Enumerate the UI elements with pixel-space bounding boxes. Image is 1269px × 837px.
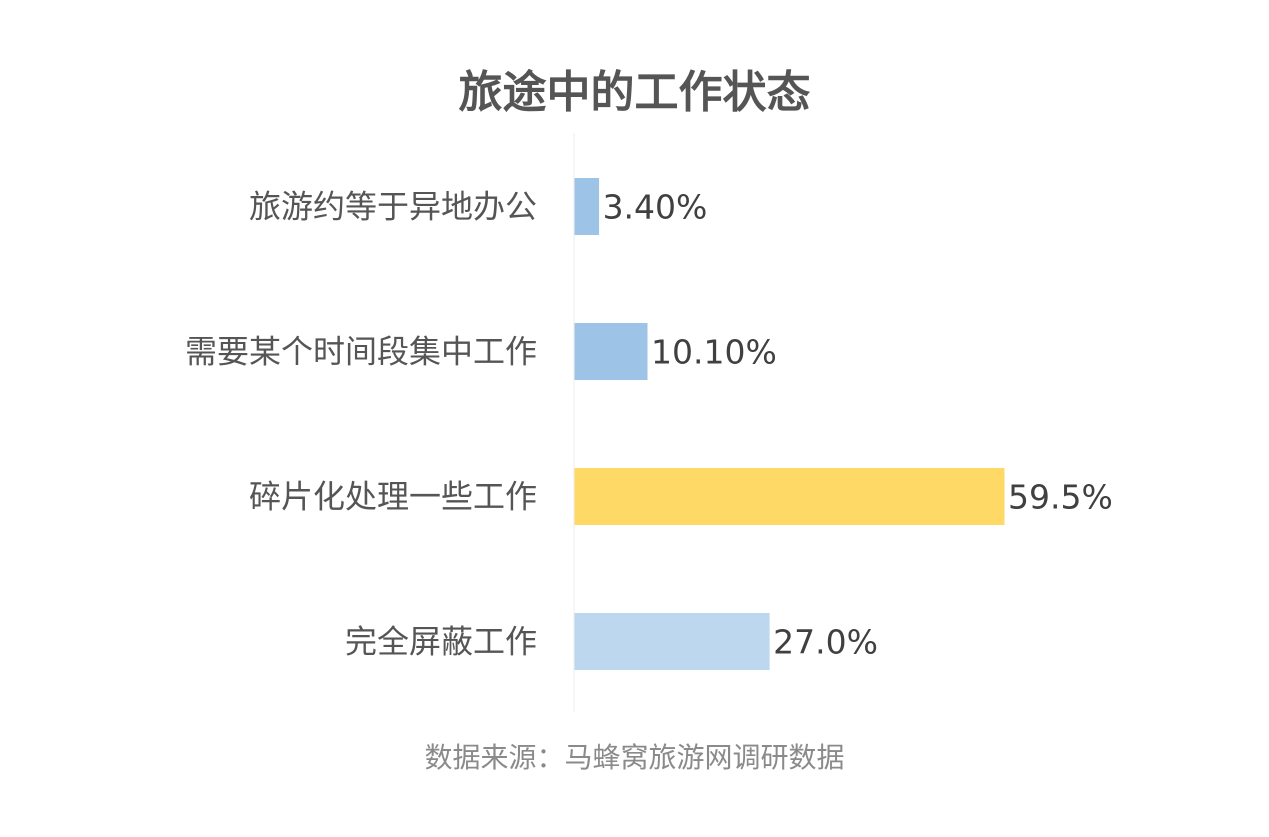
category-label: 完全屏蔽工作 — [345, 623, 537, 661]
category-label: 旅游约等于异地办公 — [249, 188, 537, 226]
category-label: 碎片化处理一些工作 — [249, 478, 537, 516]
data-label: 3.40% — [603, 188, 708, 227]
bar — [574, 468, 1005, 525]
data-label: 59.5% — [1008, 478, 1113, 517]
bar — [574, 323, 648, 380]
data-label: 27.0% — [773, 623, 878, 662]
chart-title: 旅途中的工作状态 — [458, 67, 811, 118]
bar — [574, 178, 600, 235]
data-source-note: 数据来源：马蜂窝旅游网调研数据 — [424, 741, 845, 774]
data-label: 10.10% — [651, 333, 777, 372]
category-label: 需要某个时间段集中工作 — [185, 333, 537, 371]
bar — [574, 613, 770, 670]
